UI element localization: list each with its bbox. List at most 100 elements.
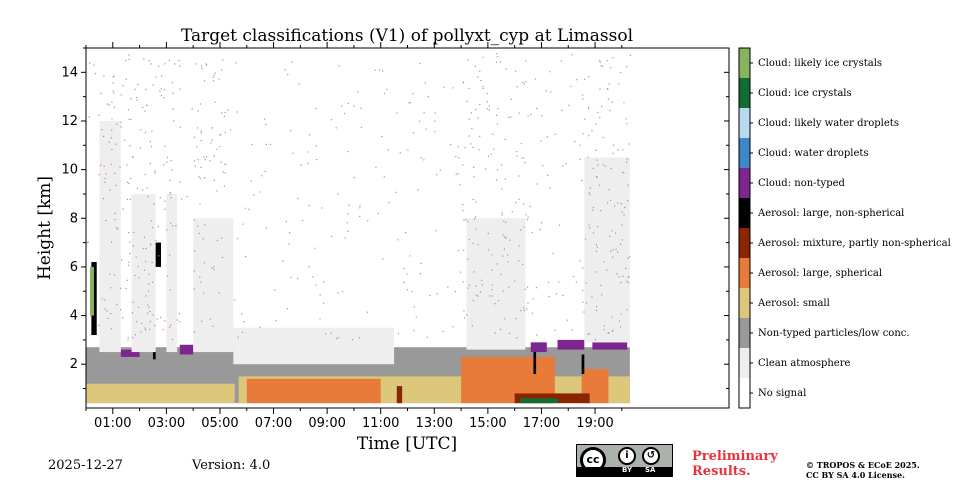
speckle xyxy=(212,76,214,78)
speckle xyxy=(468,87,470,89)
speckle xyxy=(579,260,581,262)
speckle xyxy=(502,255,504,257)
speckle xyxy=(203,156,205,158)
speckle xyxy=(472,166,475,168)
speckle xyxy=(353,176,356,179)
speckle xyxy=(536,183,538,185)
x-tick-label: 17:00 xyxy=(523,416,560,431)
speckle xyxy=(582,301,584,303)
speckle xyxy=(178,312,181,315)
speckle xyxy=(119,166,121,168)
speckle xyxy=(131,312,134,314)
speckle xyxy=(127,264,130,266)
speckle xyxy=(172,225,174,227)
speckle xyxy=(105,220,107,222)
speckle xyxy=(211,267,213,269)
speckle xyxy=(588,192,590,194)
speckle xyxy=(110,313,112,315)
legend-entry-label: Cloud: non-typed xyxy=(758,178,846,189)
speckle xyxy=(434,112,436,114)
speckle xyxy=(136,96,138,99)
speckle xyxy=(224,111,226,114)
speckle xyxy=(169,191,171,194)
speckle xyxy=(582,98,584,100)
speckle xyxy=(627,276,630,278)
speckle xyxy=(103,75,105,77)
speckle xyxy=(93,64,95,66)
speckle xyxy=(104,181,106,183)
speckle xyxy=(515,317,517,320)
speckle xyxy=(574,140,576,143)
speckle xyxy=(529,205,531,208)
speckle xyxy=(616,273,618,275)
speckle xyxy=(193,219,196,221)
speckle xyxy=(335,127,337,129)
speckle xyxy=(205,156,208,158)
speckle xyxy=(138,277,140,279)
speckle xyxy=(494,332,496,334)
speckle xyxy=(582,290,584,292)
speckle xyxy=(511,211,513,213)
class-region-aerosol-small-0 xyxy=(86,383,235,404)
legend-swatch xyxy=(739,348,750,378)
class-region-clean-atmosphere-6 xyxy=(584,157,630,343)
speckle xyxy=(582,133,584,135)
speckle xyxy=(499,61,501,63)
speckle xyxy=(508,286,510,288)
speckle xyxy=(455,155,457,158)
speckle xyxy=(151,130,153,132)
speckle xyxy=(626,158,628,160)
speckle xyxy=(425,128,427,130)
speckle xyxy=(113,75,115,77)
speckle xyxy=(314,247,316,249)
speckle xyxy=(319,318,321,320)
speckle xyxy=(500,273,502,276)
speckle xyxy=(289,129,292,132)
speckle xyxy=(223,185,226,187)
speckle xyxy=(179,181,181,183)
speckle xyxy=(159,90,161,92)
speckle xyxy=(227,109,229,111)
class-region-clean-atmosphere-3 xyxy=(193,218,234,353)
speckle xyxy=(150,244,152,246)
speckle xyxy=(125,60,127,62)
speckle xyxy=(128,58,130,60)
speckle xyxy=(488,105,490,107)
speckle xyxy=(114,212,116,214)
legend-entry-label: No signal xyxy=(758,388,806,399)
speckle xyxy=(200,166,202,169)
share-alike-icon: ↺ xyxy=(642,447,660,465)
speckle xyxy=(128,261,130,263)
speckle xyxy=(338,65,340,67)
speckle xyxy=(611,316,613,318)
speckle xyxy=(160,88,162,90)
speckle xyxy=(205,64,208,66)
speckle xyxy=(627,184,629,186)
speckle xyxy=(275,320,277,322)
speckle xyxy=(502,290,504,292)
speckle xyxy=(174,63,176,65)
speckle xyxy=(382,70,384,72)
speckle xyxy=(610,67,612,69)
speckle xyxy=(120,126,122,128)
speckle xyxy=(169,326,171,328)
speckle xyxy=(406,273,408,275)
speckle xyxy=(209,160,211,162)
speckle xyxy=(583,311,585,313)
speckle xyxy=(264,118,266,120)
speckle xyxy=(603,261,605,263)
speckle xyxy=(142,106,144,108)
speckle xyxy=(499,328,502,330)
speckle xyxy=(211,127,213,129)
y-tick-label: 14 xyxy=(61,65,78,80)
speckle xyxy=(572,275,574,278)
speckle xyxy=(407,149,409,151)
speckle xyxy=(145,329,147,331)
speckle xyxy=(224,131,226,134)
speckle xyxy=(204,159,206,161)
speckle xyxy=(132,156,134,158)
speckle xyxy=(140,331,142,333)
speckle xyxy=(265,143,267,145)
speckle xyxy=(170,197,172,199)
speckle xyxy=(472,299,474,302)
